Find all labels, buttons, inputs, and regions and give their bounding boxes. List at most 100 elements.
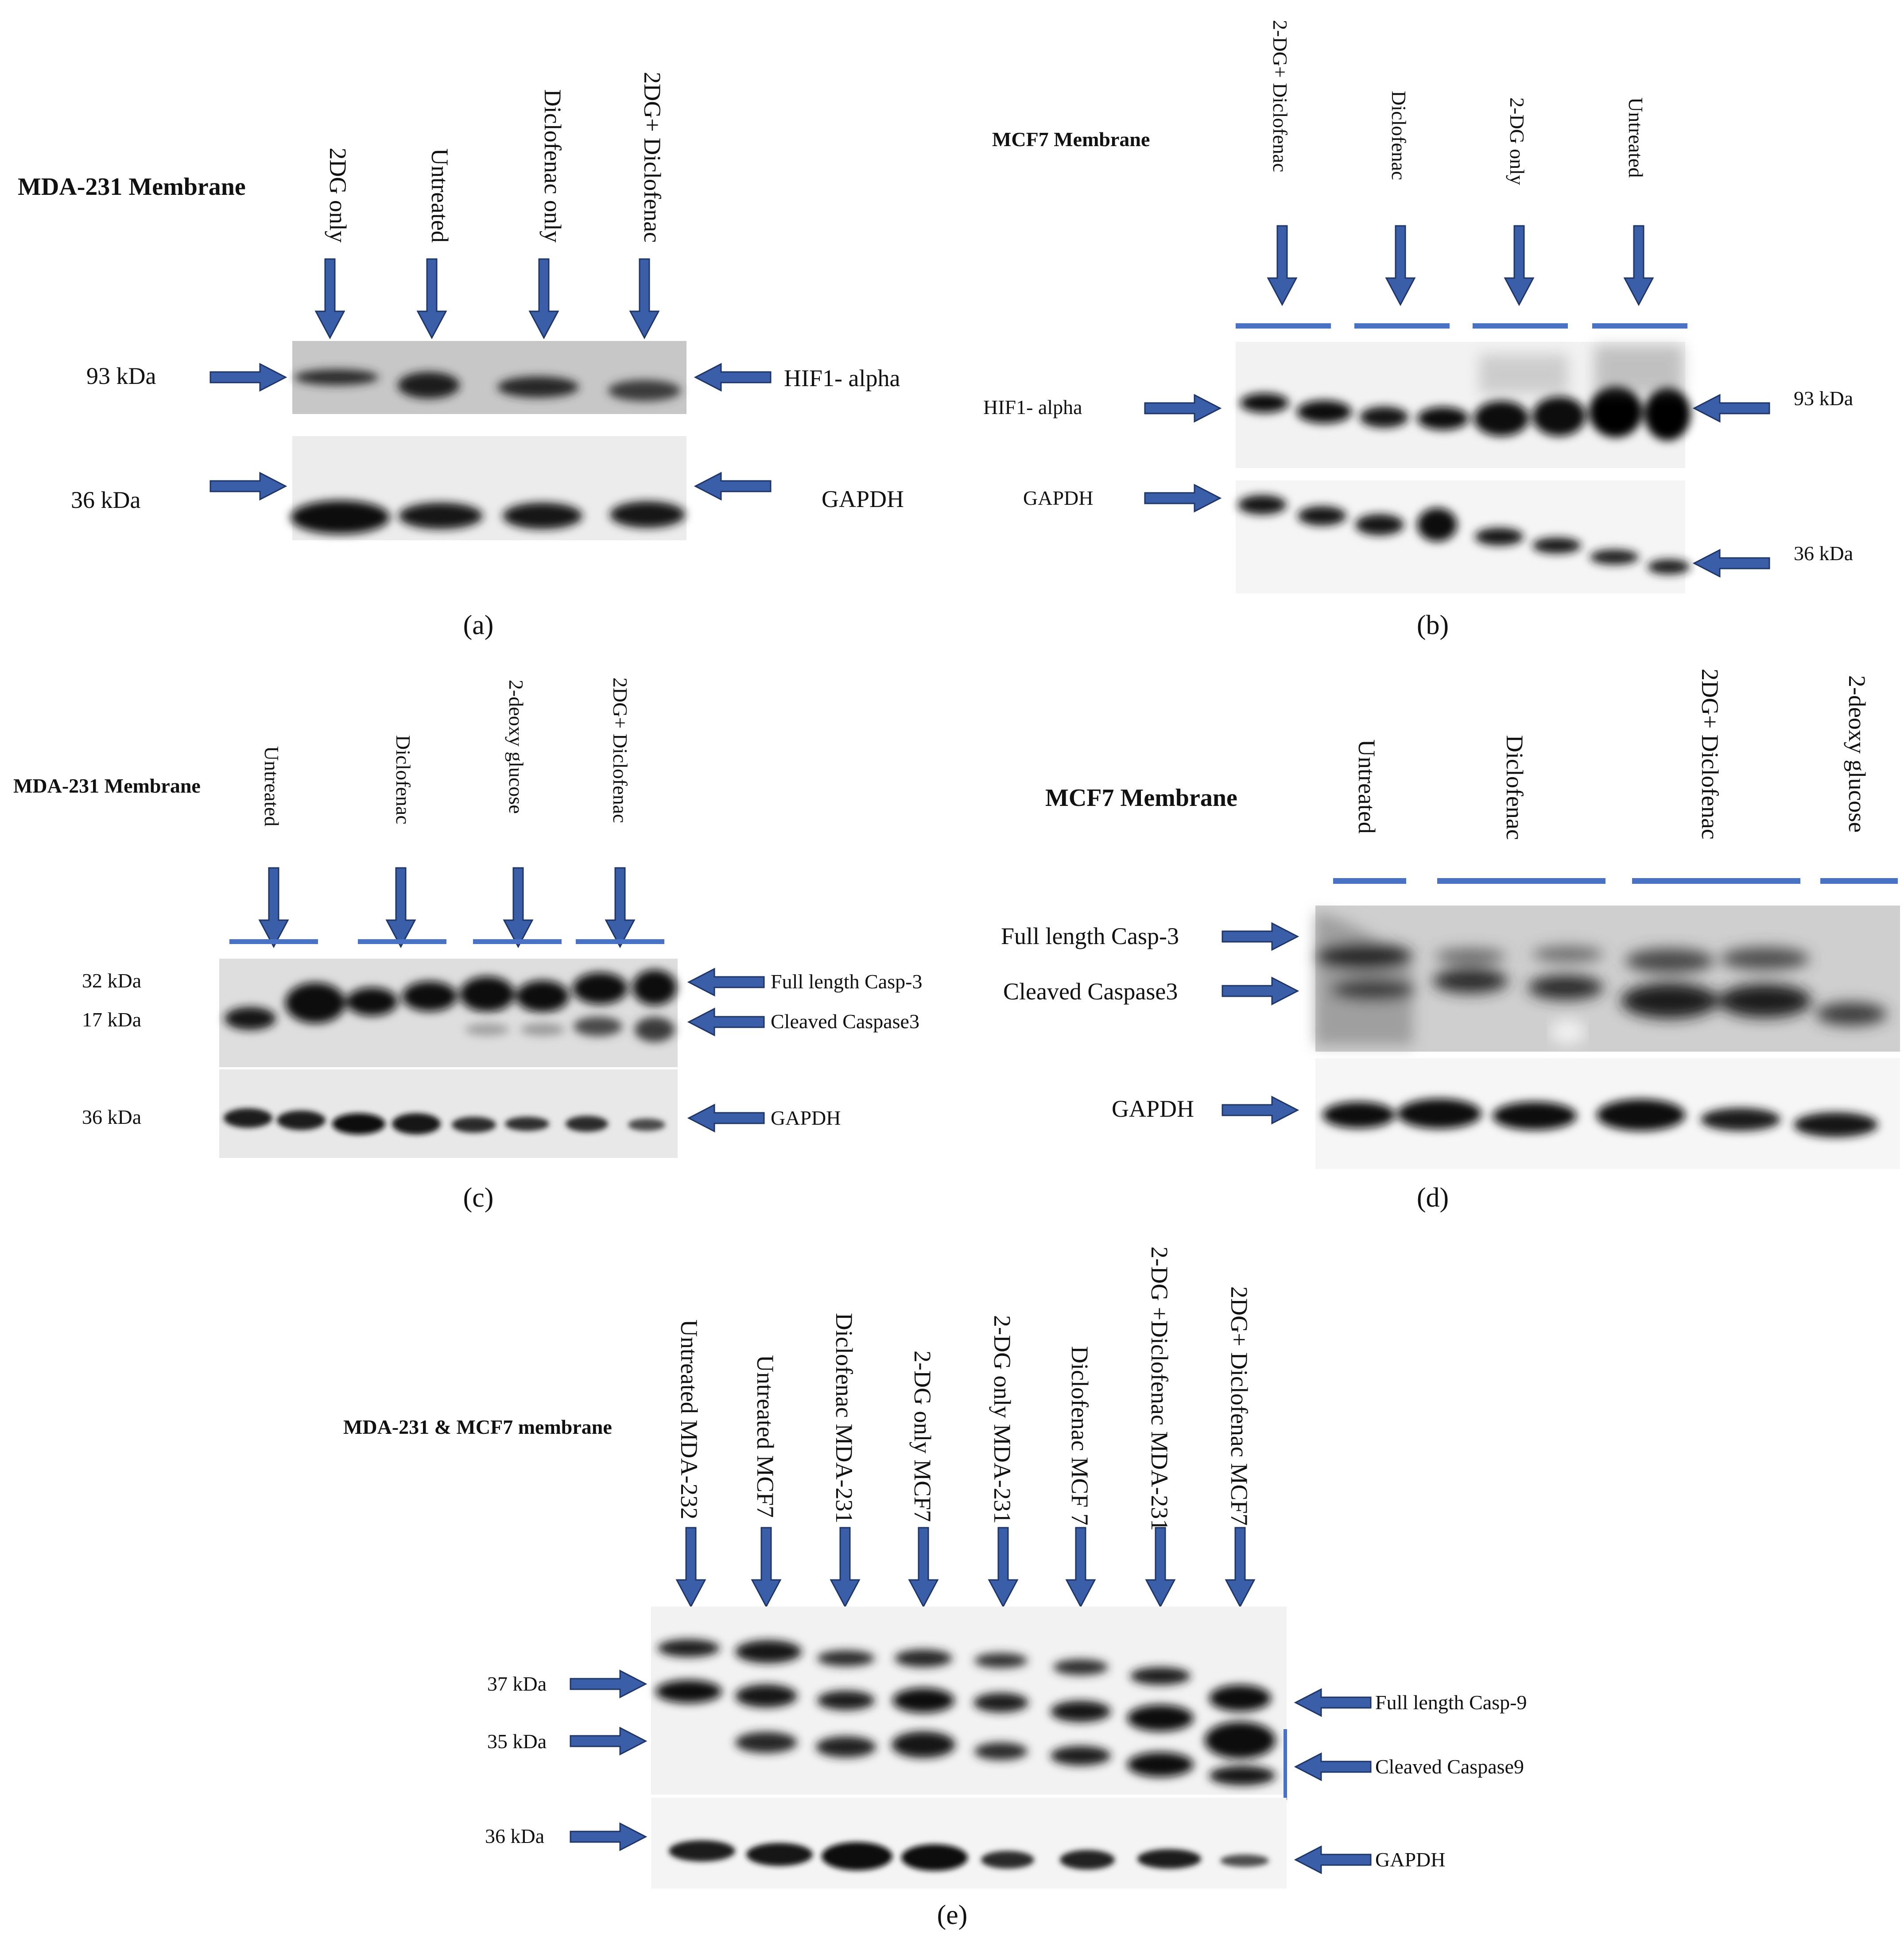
lane-label: Untreated bbox=[1353, 739, 1380, 834]
lane-label: Untreated bbox=[427, 148, 453, 243]
panel-a-letter: (a) bbox=[463, 610, 494, 640]
panel-d: MCF7 Membrane Untreated Diclofenac 2DG+ … bbox=[1001, 669, 1900, 1213]
lane-arrow-icon bbox=[1504, 225, 1534, 306]
lane-label: Untreated MCF7 bbox=[752, 1355, 779, 1517]
marker-arrow-icon bbox=[570, 1670, 647, 1698]
lane-label: Diclofenac bbox=[392, 735, 415, 824]
lane-arrow-icon bbox=[629, 258, 659, 339]
protein-label: Full length Casp-9 bbox=[1375, 1691, 1527, 1714]
lane-group-bars-c bbox=[229, 939, 664, 944]
lane-arrow-icon bbox=[315, 258, 345, 339]
blot-gapdh-b bbox=[1236, 480, 1685, 593]
bands-casp3-c bbox=[225, 970, 677, 1042]
marker-label: 17 kDa bbox=[82, 1008, 141, 1031]
protein-label: HIF1- alpha bbox=[784, 365, 900, 391]
lane-arrow-icon bbox=[676, 1527, 706, 1607]
panel-d-lane-labels: Untreated Diclofenac 2DG+ Diclofenac 2-d… bbox=[1353, 669, 1870, 840]
protein-arrow-icon bbox=[688, 1008, 765, 1036]
panel-a: MDA-231 Membrane 2DG only Untreated Dicl… bbox=[18, 72, 904, 640]
lane-arrow-icon bbox=[751, 1527, 781, 1607]
marker-arrow-icon bbox=[570, 1727, 647, 1755]
marker-label: 36 kDa bbox=[1794, 542, 1853, 565]
panel-c-letter: (c) bbox=[463, 1183, 494, 1213]
lane-label: Untreated MDA-232 bbox=[676, 1320, 702, 1519]
protein-label: HIF1- alpha bbox=[983, 396, 1082, 418]
lane-arrow-icon bbox=[1145, 1527, 1175, 1607]
protein-label: Full length Casp-3 bbox=[1001, 923, 1179, 949]
marker-arrow-icon bbox=[570, 1823, 647, 1851]
protein-label: GAPDH bbox=[1375, 1848, 1445, 1871]
lane-arrow-icon bbox=[1225, 1527, 1255, 1607]
lane-label: 2DG+ Diclofenac bbox=[609, 677, 632, 823]
marker-label: 93 kDa bbox=[86, 363, 156, 389]
panel-d-title: MCF7 Membrane bbox=[1045, 784, 1237, 812]
protein-label: GAPDH bbox=[771, 1107, 841, 1129]
bands-gapdh-c bbox=[224, 1108, 665, 1134]
lane-arrow-icon bbox=[259, 867, 289, 948]
protein-arrow-icon bbox=[694, 472, 772, 500]
lane-group-bars-d bbox=[1333, 878, 1898, 884]
lane-label: Untreated bbox=[260, 746, 283, 826]
panel-e-title: MDA-231 & MCF7 membrane bbox=[343, 1416, 612, 1438]
protein-label: Cleaved Caspase9 bbox=[1375, 1755, 1524, 1778]
panel-b-title: MCF7 Membrane bbox=[992, 128, 1150, 151]
lane-arrow-icon bbox=[988, 1527, 1018, 1607]
panel-c: MDA-231 Membrane Untreated Diclofenac 2-… bbox=[13, 677, 922, 1213]
lane-arrow-icon bbox=[605, 867, 635, 948]
bands-gapdh-a bbox=[291, 500, 685, 534]
bands-casp3-d bbox=[1315, 912, 1887, 1045]
bands-casp9-e bbox=[655, 1639, 1276, 1785]
lane-arrow-icon bbox=[386, 867, 416, 948]
panel-a-lane-labels: 2DG only Untreated Diclofenac only 2DG+ … bbox=[325, 72, 666, 243]
protein-arrow-icon bbox=[1222, 1096, 1299, 1124]
protein-arrow-icon bbox=[688, 968, 765, 996]
lane-arrow-icon bbox=[503, 867, 533, 948]
lane-label: 2-DG only bbox=[1506, 97, 1528, 185]
lane-arrow-icon bbox=[1066, 1527, 1096, 1607]
panel-b-lane-labels: 2-DG+ Diclofenac Diclofenac 2-DG only Un… bbox=[1269, 20, 1647, 185]
bands-hif1-a bbox=[295, 369, 681, 401]
marker-label: 93 kDa bbox=[1794, 387, 1853, 410]
protein-arrow-icon bbox=[1295, 1753, 1372, 1781]
smear-hif1-b bbox=[1479, 345, 1683, 394]
bands-hif1-b bbox=[1240, 386, 1691, 441]
lane-group-bars-b bbox=[1236, 323, 1687, 329]
panel-e-letter: (e) bbox=[937, 1900, 968, 1930]
lane-arrow-icon bbox=[1267, 225, 1297, 306]
protein-label: Cleaved Caspase3 bbox=[1003, 978, 1178, 1005]
lane-arrow-icon bbox=[417, 258, 447, 339]
marker-label: 36 kDa bbox=[71, 487, 140, 513]
lane-label: Diclofenac bbox=[1501, 735, 1528, 840]
lane-label: Untreated bbox=[1625, 97, 1647, 178]
lane-label: Diclofenac MCF 7 bbox=[1066, 1346, 1093, 1525]
lane-arrow-icon bbox=[908, 1527, 938, 1607]
blot-gapdh-e bbox=[651, 1798, 1287, 1889]
protein-arrow-icon bbox=[694, 363, 772, 391]
panel-b-letter: (b) bbox=[1417, 610, 1449, 640]
panel-c-title: MDA-231 Membrane bbox=[13, 774, 201, 797]
lane-label: 2-DG+ Diclofenac bbox=[1269, 20, 1291, 172]
lane-label: Diclofenac MDA-231 bbox=[831, 1313, 857, 1523]
marker-label: 37 kDa bbox=[487, 1672, 547, 1695]
protein-arrow-icon bbox=[1295, 1688, 1372, 1717]
lane-label: 2-DG +Diclofenac MDA-231 bbox=[1146, 1246, 1173, 1531]
marker-arrow-icon bbox=[1693, 394, 1770, 422]
lane-label: 2-deoxy glucose bbox=[1844, 675, 1870, 832]
bracket-line bbox=[1284, 1729, 1287, 1800]
marker-label: 36 kDa bbox=[82, 1106, 141, 1128]
protein-label: Cleaved Caspase3 bbox=[771, 1010, 919, 1033]
marker-arrow-icon bbox=[209, 472, 287, 500]
protein-arrow-icon bbox=[688, 1104, 765, 1132]
lane-arrow-icon bbox=[830, 1527, 860, 1607]
protein-label: GAPDH bbox=[822, 486, 904, 512]
protein-label: GAPDH bbox=[1023, 487, 1093, 509]
protein-arrow-icon bbox=[1222, 922, 1299, 951]
blot-artifact bbox=[1550, 1019, 1586, 1044]
lane-label: Diclofenac only bbox=[539, 89, 566, 243]
marker-arrow-icon bbox=[209, 363, 287, 391]
protein-arrow-icon bbox=[1295, 1846, 1372, 1874]
bands-gapdh-d bbox=[1322, 1099, 1878, 1137]
marker-label: 36 kDa bbox=[485, 1825, 544, 1847]
panel-e: MDA-231 & MCF7 membrane Untreated MDA-23… bbox=[343, 1246, 1527, 1930]
lane-label: 2DG only bbox=[325, 148, 351, 243]
